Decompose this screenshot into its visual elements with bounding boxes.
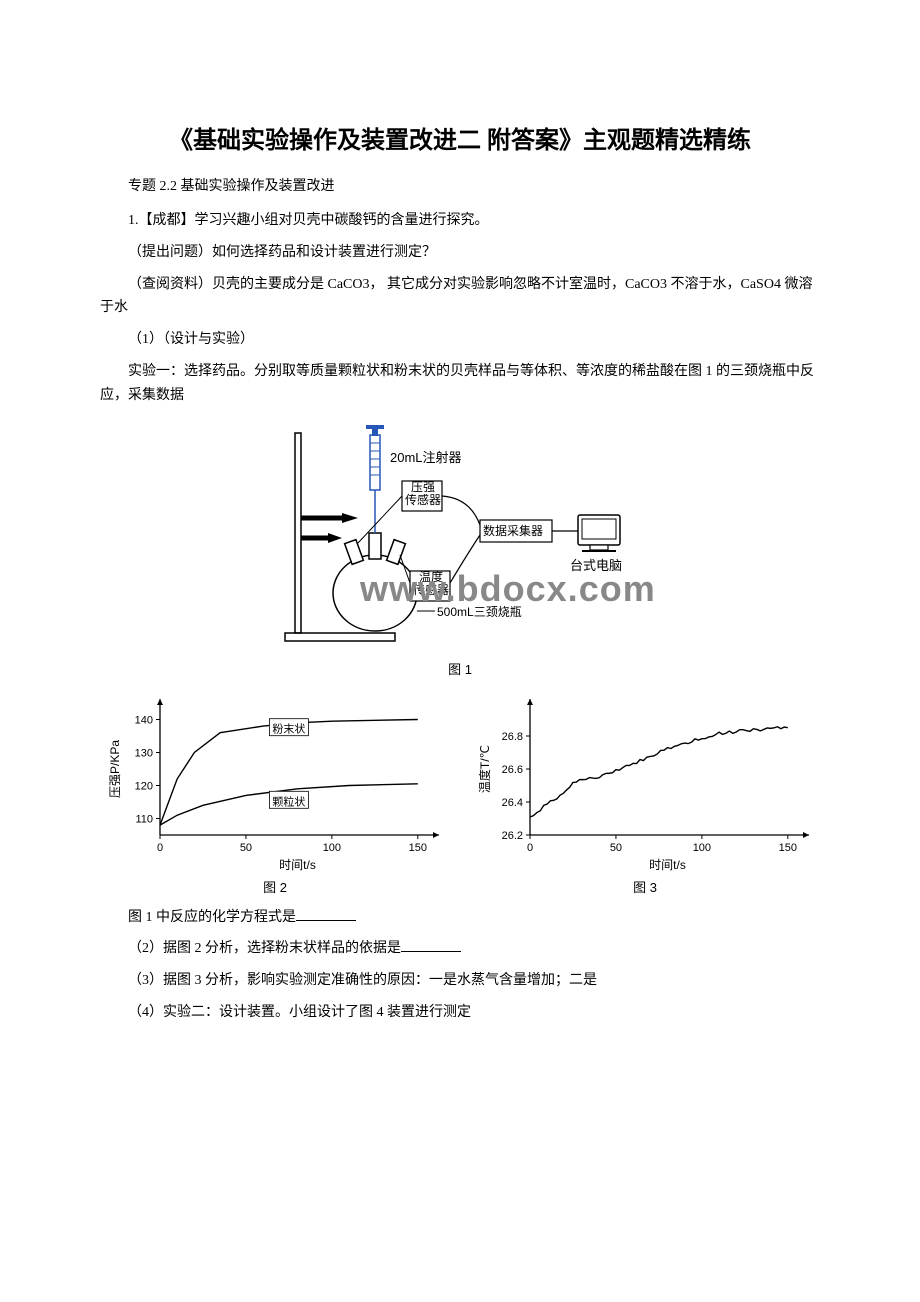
svg-text:150: 150: [409, 842, 427, 854]
chart-2-box: 050100150110120130140时间t/s压强P/KPa粉末状颗粒状 …: [100, 693, 450, 896]
svg-text:50: 50: [240, 842, 252, 854]
paragraph-9: （4）实验二：设计装置。小组设计了图 4 装置进行测定: [100, 1001, 820, 1025]
pc-label: 台式电脑: [570, 555, 622, 574]
figure-1-block: 20mL注射器 压强 传感器 温度 传感器 数据采集器 台式电脑 500mL三颈…: [100, 423, 820, 678]
svg-text:100: 100: [693, 842, 711, 854]
flask-label: 500mL三颈烧瓶: [437, 603, 522, 620]
svg-text:120: 120: [135, 780, 153, 792]
svg-text:时间t/s: 时间t/s: [279, 858, 316, 872]
syringe-label: 20mL注射器: [390, 447, 462, 466]
svg-text:压强P/KPa: 压强P/KPa: [108, 739, 122, 797]
figure-1-caption: 图 1: [100, 659, 820, 678]
svg-text:50: 50: [610, 842, 622, 854]
paragraph-8: （3）据图 3 分析，影响实验测定准确性的原因：一是水蒸气含量增加；二是: [100, 969, 820, 993]
section-subtitle: 专题 2.2 基础实验操作及装置改进: [100, 175, 820, 195]
paragraph-1: 1.【成都】学习兴趣小组对贝壳中碳酸钙的含量进行探究。: [100, 209, 820, 233]
charts-row: 050100150110120130140时间t/s压强P/KPa粉末状颗粒状 …: [100, 693, 820, 896]
paragraph-5: 实验一：选择药品。分别取等质量颗粒状和粉末状的贝壳样品与等体积、等浓度的稀盐酸在…: [100, 360, 820, 408]
svg-text:时间t/s: 时间t/s: [649, 858, 686, 872]
p7-text: （2）据图 2 分析，选择粉末状样品的依据是: [128, 941, 401, 956]
svg-text:26.4: 26.4: [502, 797, 523, 809]
paragraph-2: （提出问题）如何选择药品和设计装置进行测定？: [100, 241, 820, 265]
blank-1: [296, 907, 356, 921]
svg-text:130: 130: [135, 747, 153, 759]
page-title: 《基础实验操作及装置改进二 附答案》主观题精选精练: [100, 120, 820, 155]
temp-sensor-label: 温度 传感器: [413, 571, 449, 597]
svg-text:140: 140: [135, 714, 153, 726]
chart-2-svg: 0 50 100 150 110 120 130 140 时间t/s 压强P/KPa 粉末状颗粒状: [105, 693, 445, 873]
chart-3-svg: 0 50 100 150 26.2 26.4 26.6 26.8 时间t/s 温度T/℃: [475, 693, 815, 873]
paragraph-7: （2）据图 2 分析，选择粉末状样品的依据是: [100, 937, 820, 961]
p6-text: 图 1 中反应的化学方程式是: [128, 910, 296, 925]
paragraph-4: （1）（设计与实验）: [100, 328, 820, 352]
svg-text:26.6: 26.6: [502, 764, 523, 776]
chart-3-caption: 图 3: [470, 877, 820, 896]
chart-3-box: 0 50 100 150 26.2 26.4 26.6 26.8 时间t/s 温度T/℃ 图 3: [470, 693, 820, 896]
svg-text:颗粒状: 颗粒状: [272, 794, 305, 808]
svg-text:26.8: 26.8: [502, 731, 523, 743]
pressure-sensor-label: 压强 传感器: [405, 481, 441, 507]
svg-text:温度T/℃: 温度T/℃: [477, 745, 492, 793]
chart-2-caption: 图 2: [100, 877, 450, 896]
svg-text:粉末状: 粉末状: [272, 721, 305, 735]
paragraph-6: 图 1 中反应的化学方程式是: [100, 906, 820, 930]
svg-text:150: 150: [779, 842, 797, 854]
svg-text:26.2: 26.2: [502, 830, 523, 842]
svg-text:0: 0: [527, 842, 533, 854]
svg-text:110: 110: [135, 813, 153, 825]
figure-1-diagram: 20mL注射器 压强 传感器 温度 传感器 数据采集器 台式电脑 500mL三颈…: [280, 423, 640, 653]
paragraph-3: （查阅资料）贝壳的主要成分是 CaCO3， 其它成分对实验影响忽略不计室温时，C…: [100, 273, 820, 321]
daq-label: 数据采集器: [483, 522, 543, 539]
svg-text:100: 100: [323, 842, 341, 854]
svg-text:0: 0: [157, 842, 163, 854]
blank-2: [401, 938, 461, 952]
